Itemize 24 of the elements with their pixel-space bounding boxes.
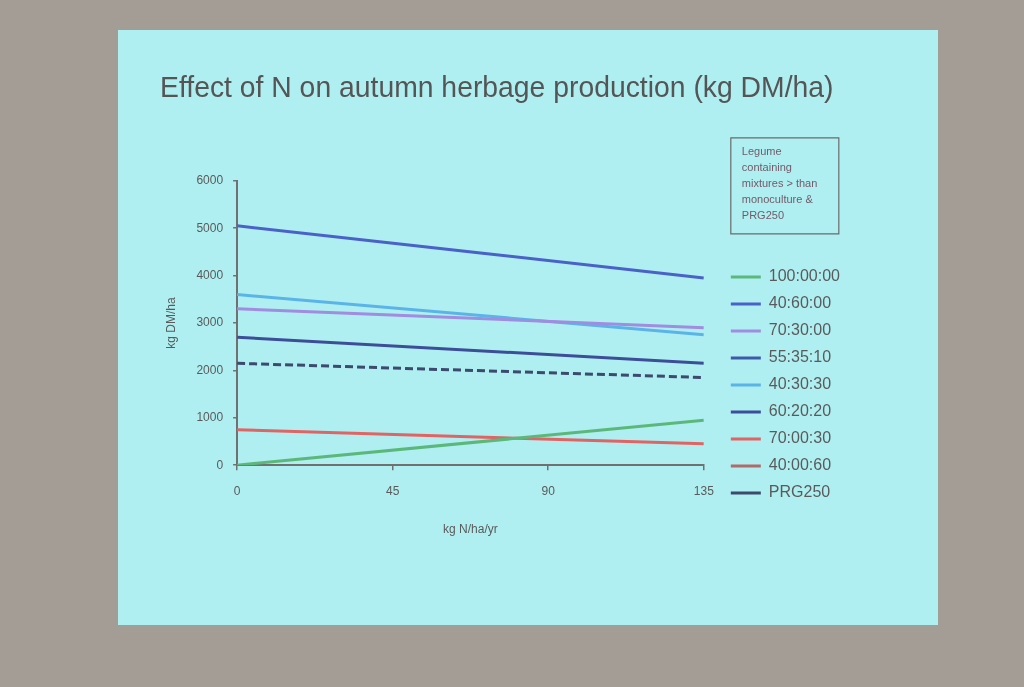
y-tick-label: 3000 — [196, 315, 224, 330]
x-tick-label: 45 — [385, 483, 400, 498]
legend-label: 40:00:60 — [768, 456, 832, 474]
chart-title: Effect of N on autumn herbage production (kg DM/ha) — [160, 71, 834, 104]
x-axis-title: kg N/ha/yr — [443, 522, 498, 537]
x-tick-label: 90 — [541, 483, 556, 498]
y-tick-label: 2000 — [196, 362, 224, 377]
legend-label: 70:30:00 — [768, 321, 832, 339]
y-tick-label: 6000 — [196, 173, 224, 188]
text: Legume containing mixtures > than monoculture & PRG250 — [741, 145, 818, 222]
y-axis-title: kg DM/ha — [163, 297, 178, 349]
legend-label: 40:30:30 — [768, 375, 832, 393]
y-tick-label: 4000 — [196, 267, 224, 282]
legend-label: 100:00:00 — [768, 267, 841, 285]
legend-label: 55:35:10 — [768, 348, 832, 366]
legend-label: 60:20:20 — [768, 402, 832, 420]
x-tick-label: 135 — [693, 483, 715, 498]
y-tick-label: 1000 — [196, 410, 224, 425]
legend-label: 70:00:30 — [768, 429, 832, 447]
y-tick-label: 5000 — [196, 220, 224, 235]
legend-label: PRG250 — [768, 483, 831, 501]
y-tick-label: 0 — [216, 457, 224, 472]
legend-label: 40:60:00 — [768, 294, 832, 312]
x-tick-label: 0 — [233, 483, 241, 498]
